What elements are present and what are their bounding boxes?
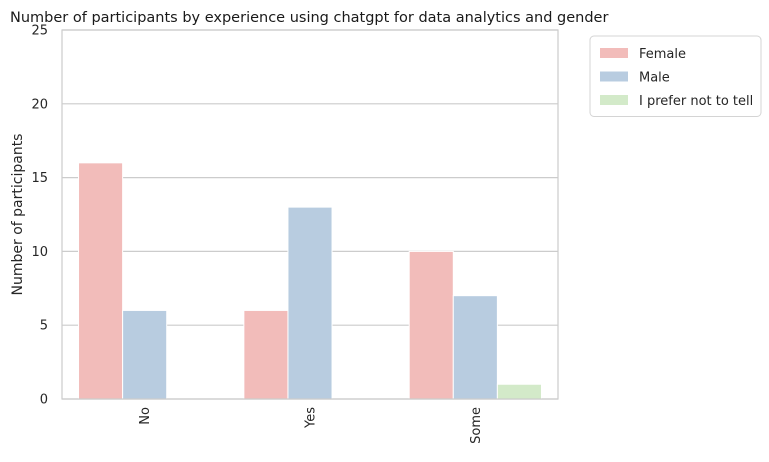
y-tick-label: 15 [31, 171, 48, 186]
legend-box [589, 35, 762, 117]
bar-female-some [408, 250, 454, 400]
bar-i-prefer-not-to-tell-some [496, 383, 542, 400]
x-tick-label: No [138, 407, 153, 425]
x-tick-label: Some [469, 407, 484, 444]
legend-swatch-male [600, 71, 628, 82]
x-tick-labels: No Yes Some [138, 407, 484, 444]
bar-female-yes [243, 309, 289, 400]
legend-swatch-female [600, 48, 628, 58]
y-tick-label: 5 [40, 319, 48, 334]
legend-label-i-prefer-not-to-tell: I prefer not to tell [639, 94, 753, 109]
bar-male-some [452, 295, 498, 400]
legend: Female Male I prefer not to tell [589, 35, 762, 117]
y-tick-label: 0 [40, 393, 48, 408]
x-tick-label: Yes [304, 407, 319, 429]
y-tick-label: 10 [31, 245, 48, 260]
y-tick-label: 25 [31, 24, 48, 39]
bar-female-no [78, 162, 124, 400]
y-tick-labels: 0 5 10 15 20 25 [31, 24, 48, 408]
legend-label-female: Female [639, 47, 686, 62]
y-tick-label: 20 [31, 97, 48, 112]
bar-male-yes [287, 206, 333, 400]
chart-title: Number of participants by experience usi… [10, 10, 608, 26]
bars [78, 162, 542, 400]
legend-swatch-i-prefer-not-to-tell [600, 95, 628, 105]
plot-frame [61, 29, 559, 400]
y-axis-label: Number of participants [10, 134, 26, 296]
legend-label-male: Male [639, 71, 670, 86]
bar-male-no [122, 309, 168, 400]
